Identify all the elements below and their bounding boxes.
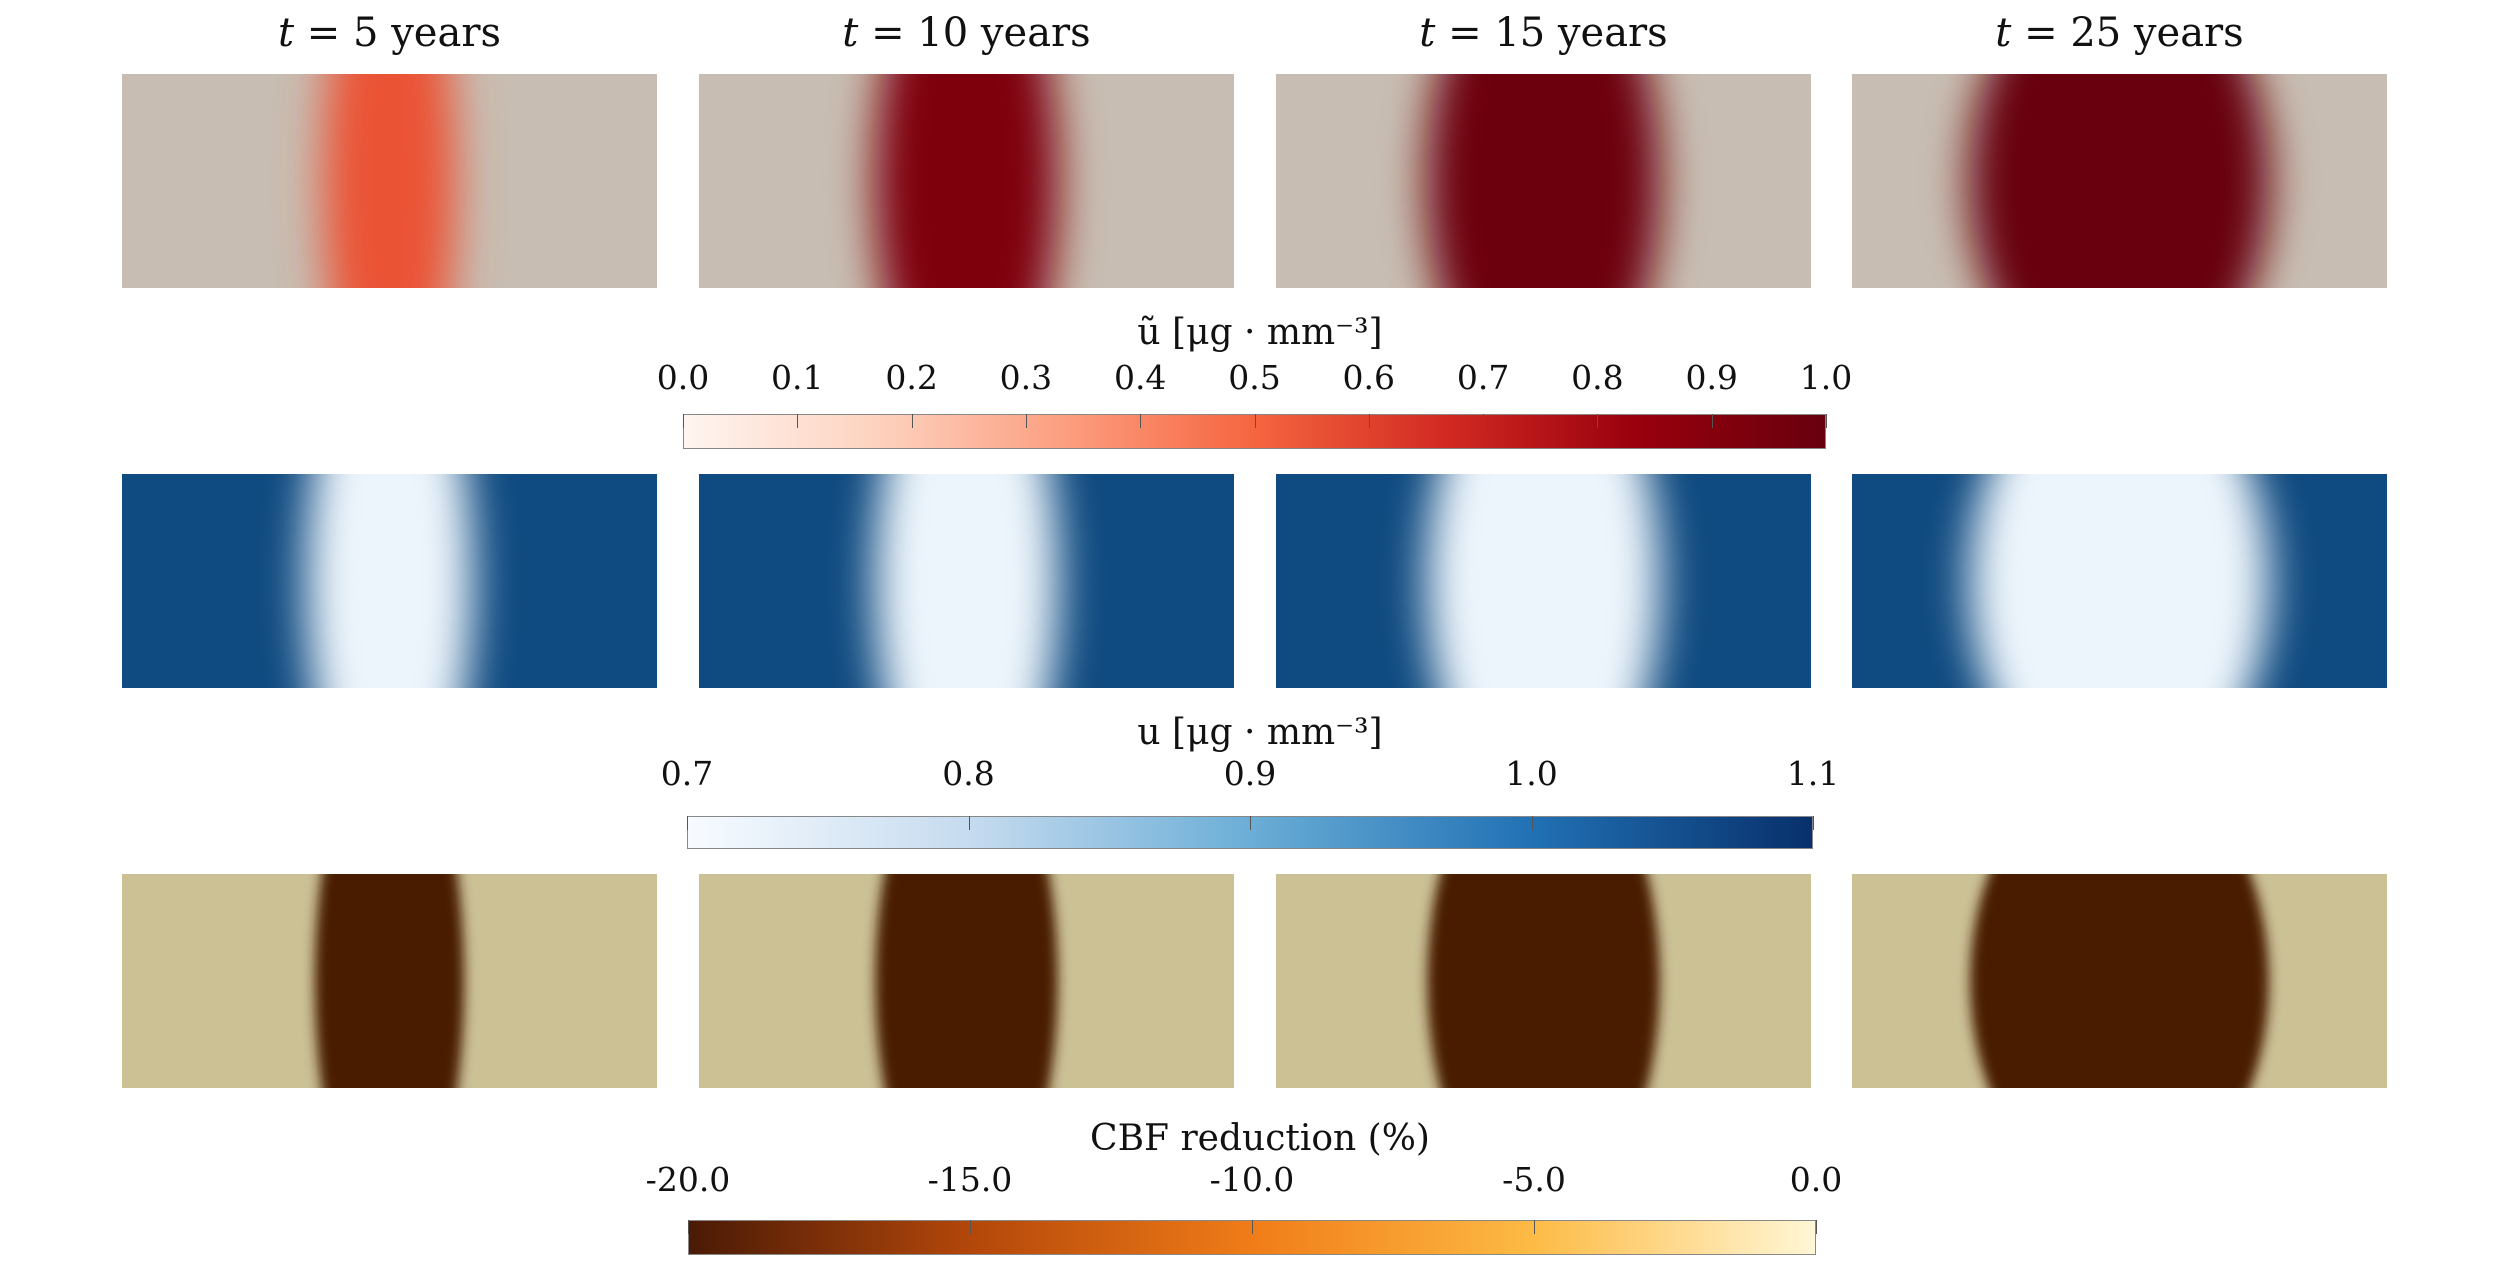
colorbar-tick bbox=[1252, 1220, 1253, 1234]
colorbar-tick-label: 0.0 bbox=[656, 358, 710, 397]
affected-region bbox=[1427, 474, 1660, 688]
colorbar-tick bbox=[1025, 414, 1027, 428]
colorbar-tick bbox=[1711, 414, 1713, 428]
time-variable: t bbox=[1419, 10, 1436, 56]
colorbar-tick-label: 0.8 bbox=[1571, 358, 1624, 397]
u-tilde-field bbox=[122, 74, 657, 288]
colorbar-tick-label: 1.1 bbox=[1786, 754, 1840, 793]
u-field bbox=[699, 474, 1234, 688]
colorbar-tick bbox=[1531, 816, 1533, 830]
time-value: = 10 years bbox=[858, 10, 1091, 56]
affected-region bbox=[323, 74, 456, 288]
column-title-1: t = 5 years bbox=[122, 10, 657, 56]
colorbar-tick-label: -5.0 bbox=[1502, 1160, 1566, 1199]
cbf-panel-t5 bbox=[122, 874, 657, 1088]
cbf-colorbar-title: CBF reduction (%) bbox=[1090, 1118, 1430, 1159]
colorbar-tick-label: -15.0 bbox=[927, 1160, 1013, 1199]
time-value: = 25 years bbox=[2011, 10, 2244, 56]
u-panel-t5 bbox=[122, 474, 657, 688]
colorbar-tick-label: 0.1 bbox=[771, 358, 824, 397]
colorbar-tick bbox=[1254, 414, 1256, 428]
affected-region bbox=[875, 874, 1058, 1088]
colorbar-tick bbox=[911, 414, 913, 428]
colorbar-tick bbox=[1250, 816, 1251, 830]
colorbar-tick bbox=[1597, 414, 1599, 428]
column-title-4: t = 25 years bbox=[1852, 10, 2387, 56]
colorbar-tick-label: 0.9 bbox=[1685, 358, 1738, 397]
cbf-field bbox=[122, 874, 657, 1088]
colorbar-tick-label: -20.0 bbox=[645, 1160, 731, 1199]
u-tilde-colorbar-title: ũ [μg · mm⁻³] bbox=[1137, 312, 1383, 353]
u-colorbar-title: u [μg · mm⁻³] bbox=[1137, 712, 1383, 753]
u-tilde-panel-t5 bbox=[122, 74, 657, 288]
colorbar-tick bbox=[1140, 414, 1142, 428]
u-tilde-panel-t10 bbox=[699, 74, 1234, 288]
colorbar-tick bbox=[1483, 414, 1485, 428]
affected-region bbox=[1970, 74, 2269, 288]
colorbar-tick bbox=[1826, 414, 1827, 428]
colorbar-tick-label: 0.9 bbox=[1223, 754, 1277, 793]
colorbar-tick-label: 0.3 bbox=[999, 358, 1053, 397]
colorbar-tick-label: 1.0 bbox=[1505, 754, 1558, 793]
colorbar-tick bbox=[970, 1220, 971, 1234]
u-tilde-field bbox=[1276, 74, 1811, 288]
affected-region bbox=[306, 474, 473, 688]
u-tilde-panel-t15 bbox=[1276, 74, 1811, 288]
colorbar-tick bbox=[1534, 1220, 1535, 1234]
u-panel-t25 bbox=[1852, 474, 2387, 688]
affected-region bbox=[1970, 474, 2269, 688]
colorbar-tick-label: 0.7 bbox=[1456, 358, 1510, 397]
colorbar-tick bbox=[1816, 1220, 1817, 1234]
colorbar-tick-label: -10.0 bbox=[1209, 1160, 1295, 1199]
colorbar-tick bbox=[968, 816, 970, 830]
u-panel-t15 bbox=[1276, 474, 1811, 688]
cbf-field bbox=[1276, 874, 1811, 1088]
colorbar-tick bbox=[688, 1220, 689, 1234]
colorbar-tick-label: 0.8 bbox=[942, 754, 995, 793]
time-value: = 5 years bbox=[294, 10, 501, 56]
time-variable: t bbox=[1995, 10, 2012, 56]
colorbar-tick-label: 0.5 bbox=[1228, 358, 1281, 397]
u-field bbox=[1276, 474, 1811, 688]
time-value: = 15 years bbox=[1435, 10, 1668, 56]
affected-region bbox=[1427, 74, 1660, 288]
colorbar-tick bbox=[797, 414, 799, 428]
colorbar-tick-label: 0.4 bbox=[1113, 358, 1167, 397]
u-tilde-field bbox=[699, 74, 1234, 288]
affected-region bbox=[875, 474, 1058, 688]
time-variable: t bbox=[278, 10, 295, 56]
time-variable: t bbox=[842, 10, 859, 56]
cbf-panel-t15 bbox=[1276, 874, 1811, 1088]
u-field bbox=[122, 474, 657, 688]
u-field bbox=[1852, 474, 2387, 688]
column-title-3: t = 15 years bbox=[1276, 10, 1811, 56]
colorbar-tick-label: 0.2 bbox=[885, 358, 938, 397]
cbf-panel-t10 bbox=[699, 874, 1234, 1088]
colorbar-tick-label: 0.0 bbox=[1789, 1160, 1843, 1199]
affected-region bbox=[314, 874, 465, 1088]
cbf-field bbox=[1852, 874, 2387, 1088]
affected-region bbox=[1970, 874, 2269, 1088]
affected-region bbox=[875, 74, 1058, 288]
affected-region bbox=[1427, 874, 1660, 1088]
u-tilde-field bbox=[1852, 74, 2387, 288]
u-panel-t10 bbox=[699, 474, 1234, 688]
colorbar-tick bbox=[687, 816, 688, 830]
colorbar-tick-label: 0.6 bbox=[1342, 358, 1396, 397]
colorbar-tick bbox=[1368, 414, 1370, 428]
u-tilde-panel-t25 bbox=[1852, 74, 2387, 288]
cbf-panel-t25 bbox=[1852, 874, 2387, 1088]
cbf-field bbox=[699, 874, 1234, 1088]
column-title-2: t = 10 years bbox=[699, 10, 1234, 56]
colorbar-tick-label: 1.0 bbox=[1799, 358, 1853, 397]
colorbar-tick-label: 0.7 bbox=[660, 754, 714, 793]
colorbar-tick bbox=[1813, 816, 1814, 830]
colorbar-tick bbox=[683, 414, 684, 428]
